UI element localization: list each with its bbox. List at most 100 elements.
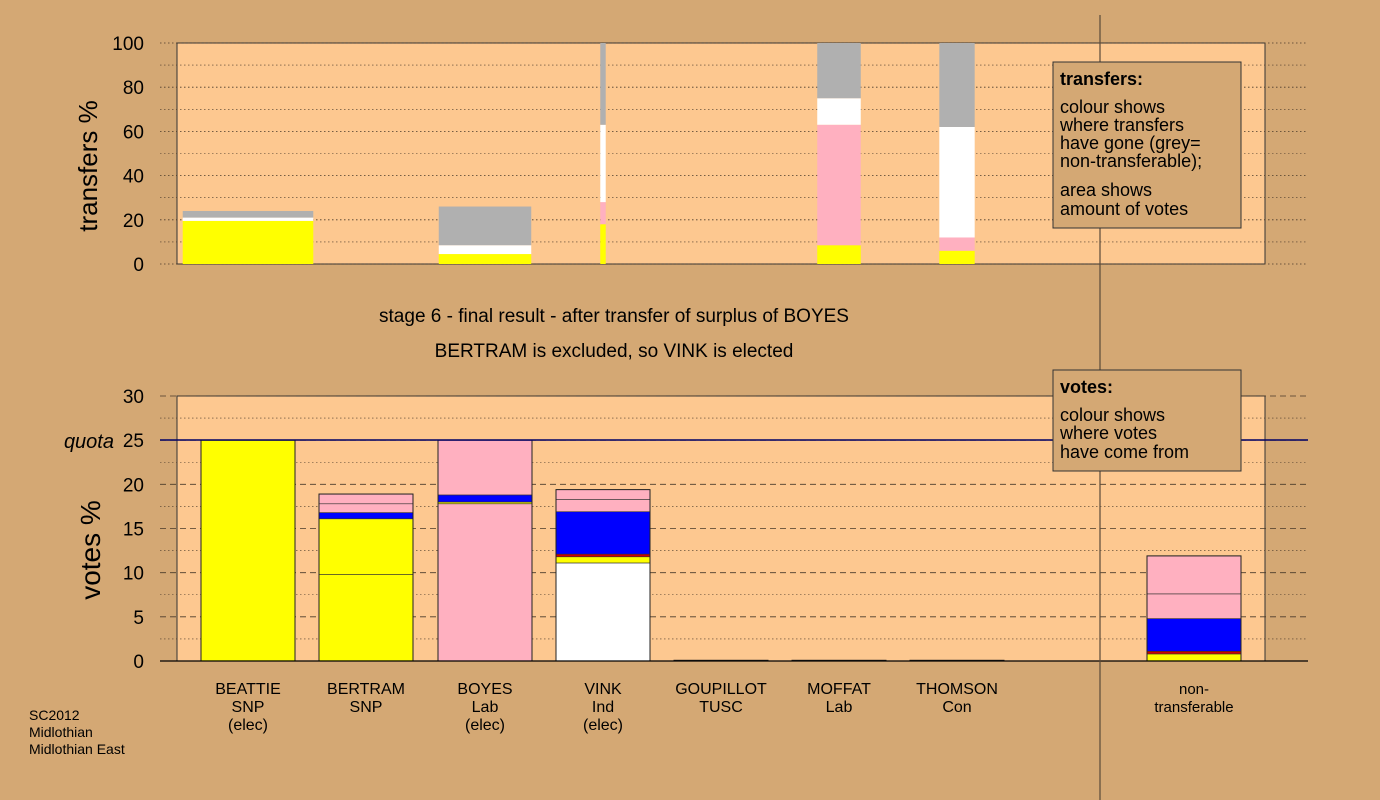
- stage-result: BERTRAM is excluded, so VINK is elected: [435, 341, 794, 362]
- bar-segment: [182, 210, 314, 218]
- votes-y-axis-label: votes %: [75, 500, 106, 600]
- transfers-legend: transfers: colour shows where transfers …: [1052, 61, 1242, 229]
- bar-segment: [600, 224, 606, 264]
- bar: [200, 439, 296, 662]
- transfers-legend-line: where transfers: [1059, 115, 1184, 135]
- bar-segment: [555, 562, 651, 662]
- y-tick-label: 30: [123, 387, 144, 408]
- bar-segment: [318, 574, 414, 662]
- transfers-legend-title: transfers:: [1060, 69, 1143, 89]
- y-tick-label: 100: [112, 34, 144, 55]
- y-tick-label: 0: [133, 255, 144, 276]
- votes-legend-line: have come from: [1060, 442, 1189, 462]
- category-label: Con: [942, 699, 971, 716]
- bar: [939, 43, 975, 264]
- votes-legend-title: votes:: [1060, 377, 1113, 397]
- transfers-legend-line: have gone (grey=: [1060, 133, 1201, 153]
- category-label: Ind: [592, 699, 614, 716]
- category-label: TUSC: [699, 699, 743, 716]
- bar-segment: [817, 245, 861, 264]
- stage-caption: stage 6 - final result - after transfer …: [379, 306, 849, 327]
- bar-segment: [318, 493, 414, 505]
- quota-label: quota: [64, 431, 114, 453]
- transfers-legend-line: amount of votes: [1060, 199, 1188, 219]
- footer-ward: Midlothian East: [29, 741, 125, 757]
- bar-segment: [1146, 593, 1242, 619]
- y-tick-label: 5: [133, 608, 144, 629]
- bar-segment: [438, 245, 532, 255]
- bar-segment: [600, 202, 606, 225]
- y-tick-label: 0: [133, 652, 144, 673]
- y-tick-label: 20: [123, 475, 144, 496]
- transfers-legend-line: non-transferable);: [1060, 151, 1202, 171]
- bar: [555, 489, 651, 662]
- votes-legend: votes: colour shows where votes have com…: [1052, 369, 1242, 472]
- category-label: MOFFAT: [807, 681, 871, 698]
- y-tick-label: 15: [123, 520, 144, 541]
- footer-council: Midlothian: [29, 724, 93, 740]
- bar-segment: [939, 250, 975, 264]
- bar-segment: [817, 43, 861, 99]
- bar-segment: [438, 254, 532, 264]
- bar-segment: [1146, 555, 1242, 595]
- transfers-y-axis-label: transfers %: [73, 100, 103, 232]
- bar-segment: [817, 98, 861, 125]
- bar-segment: [318, 512, 414, 520]
- bar: [1146, 555, 1242, 662]
- category-label: BOYES: [457, 681, 512, 698]
- bar-segment: [318, 503, 414, 513]
- category-label: (elec): [228, 717, 268, 734]
- bar-segment: [182, 220, 314, 264]
- bar-segment: [1146, 650, 1242, 655]
- bar-segment: [600, 124, 606, 203]
- transfers-legend-line: area shows: [1060, 180, 1152, 200]
- bar-segment: [939, 43, 975, 127]
- bar: [600, 43, 606, 264]
- category-label: GOUPILLOT: [675, 681, 767, 698]
- bar-segment: [939, 126, 975, 238]
- category-label: VINK: [584, 681, 622, 698]
- category-label: BERTRAM: [327, 681, 405, 698]
- bar-segment: [437, 494, 533, 503]
- votes-legend-line: colour shows: [1060, 405, 1165, 425]
- category-label: (elec): [465, 717, 505, 734]
- y-tick-label: 25: [123, 431, 144, 452]
- bar-segment: [438, 206, 532, 246]
- bar-segment: [318, 518, 414, 575]
- category-label: SNP: [350, 699, 383, 716]
- category-label: (elec): [583, 717, 623, 734]
- bar-segment: [555, 489, 651, 500]
- y-tick-label: 60: [123, 122, 144, 143]
- y-tick-label: 10: [123, 564, 144, 585]
- bar-segment: [817, 124, 861, 246]
- y-tick-label: 40: [123, 167, 144, 188]
- bar: [182, 210, 314, 264]
- bar-segment: [600, 43, 606, 125]
- bar: [817, 43, 861, 264]
- category-label: SNP: [232, 699, 265, 716]
- y-tick-label: 80: [123, 78, 144, 99]
- category-label: transferable: [1154, 699, 1233, 716]
- bar-segment: [437, 503, 533, 662]
- bar-segment: [437, 439, 533, 496]
- bar: [318, 493, 414, 662]
- y-tick-label: 20: [123, 211, 144, 232]
- bar-segment: [200, 439, 296, 662]
- category-label: Lab: [472, 699, 499, 716]
- bar: [438, 206, 532, 264]
- bar-segment: [555, 499, 651, 513]
- election-footer: SC2012 Midlothian Midlothian East: [29, 707, 125, 757]
- transfers-legend-line: colour shows: [1060, 97, 1165, 117]
- category-label: non-: [1179, 681, 1209, 698]
- bar-segment: [182, 217, 314, 221]
- bar-segment: [1146, 653, 1242, 662]
- bar-segment: [555, 511, 651, 555]
- bar-segment: [939, 237, 975, 251]
- footer-election: SC2012: [29, 707, 80, 723]
- bar-segment: [1146, 618, 1242, 652]
- votes-legend-line: where votes: [1059, 423, 1157, 443]
- category-label: THOMSON: [916, 681, 998, 698]
- bar: [437, 439, 533, 662]
- category-label: BEATTIE: [215, 681, 281, 698]
